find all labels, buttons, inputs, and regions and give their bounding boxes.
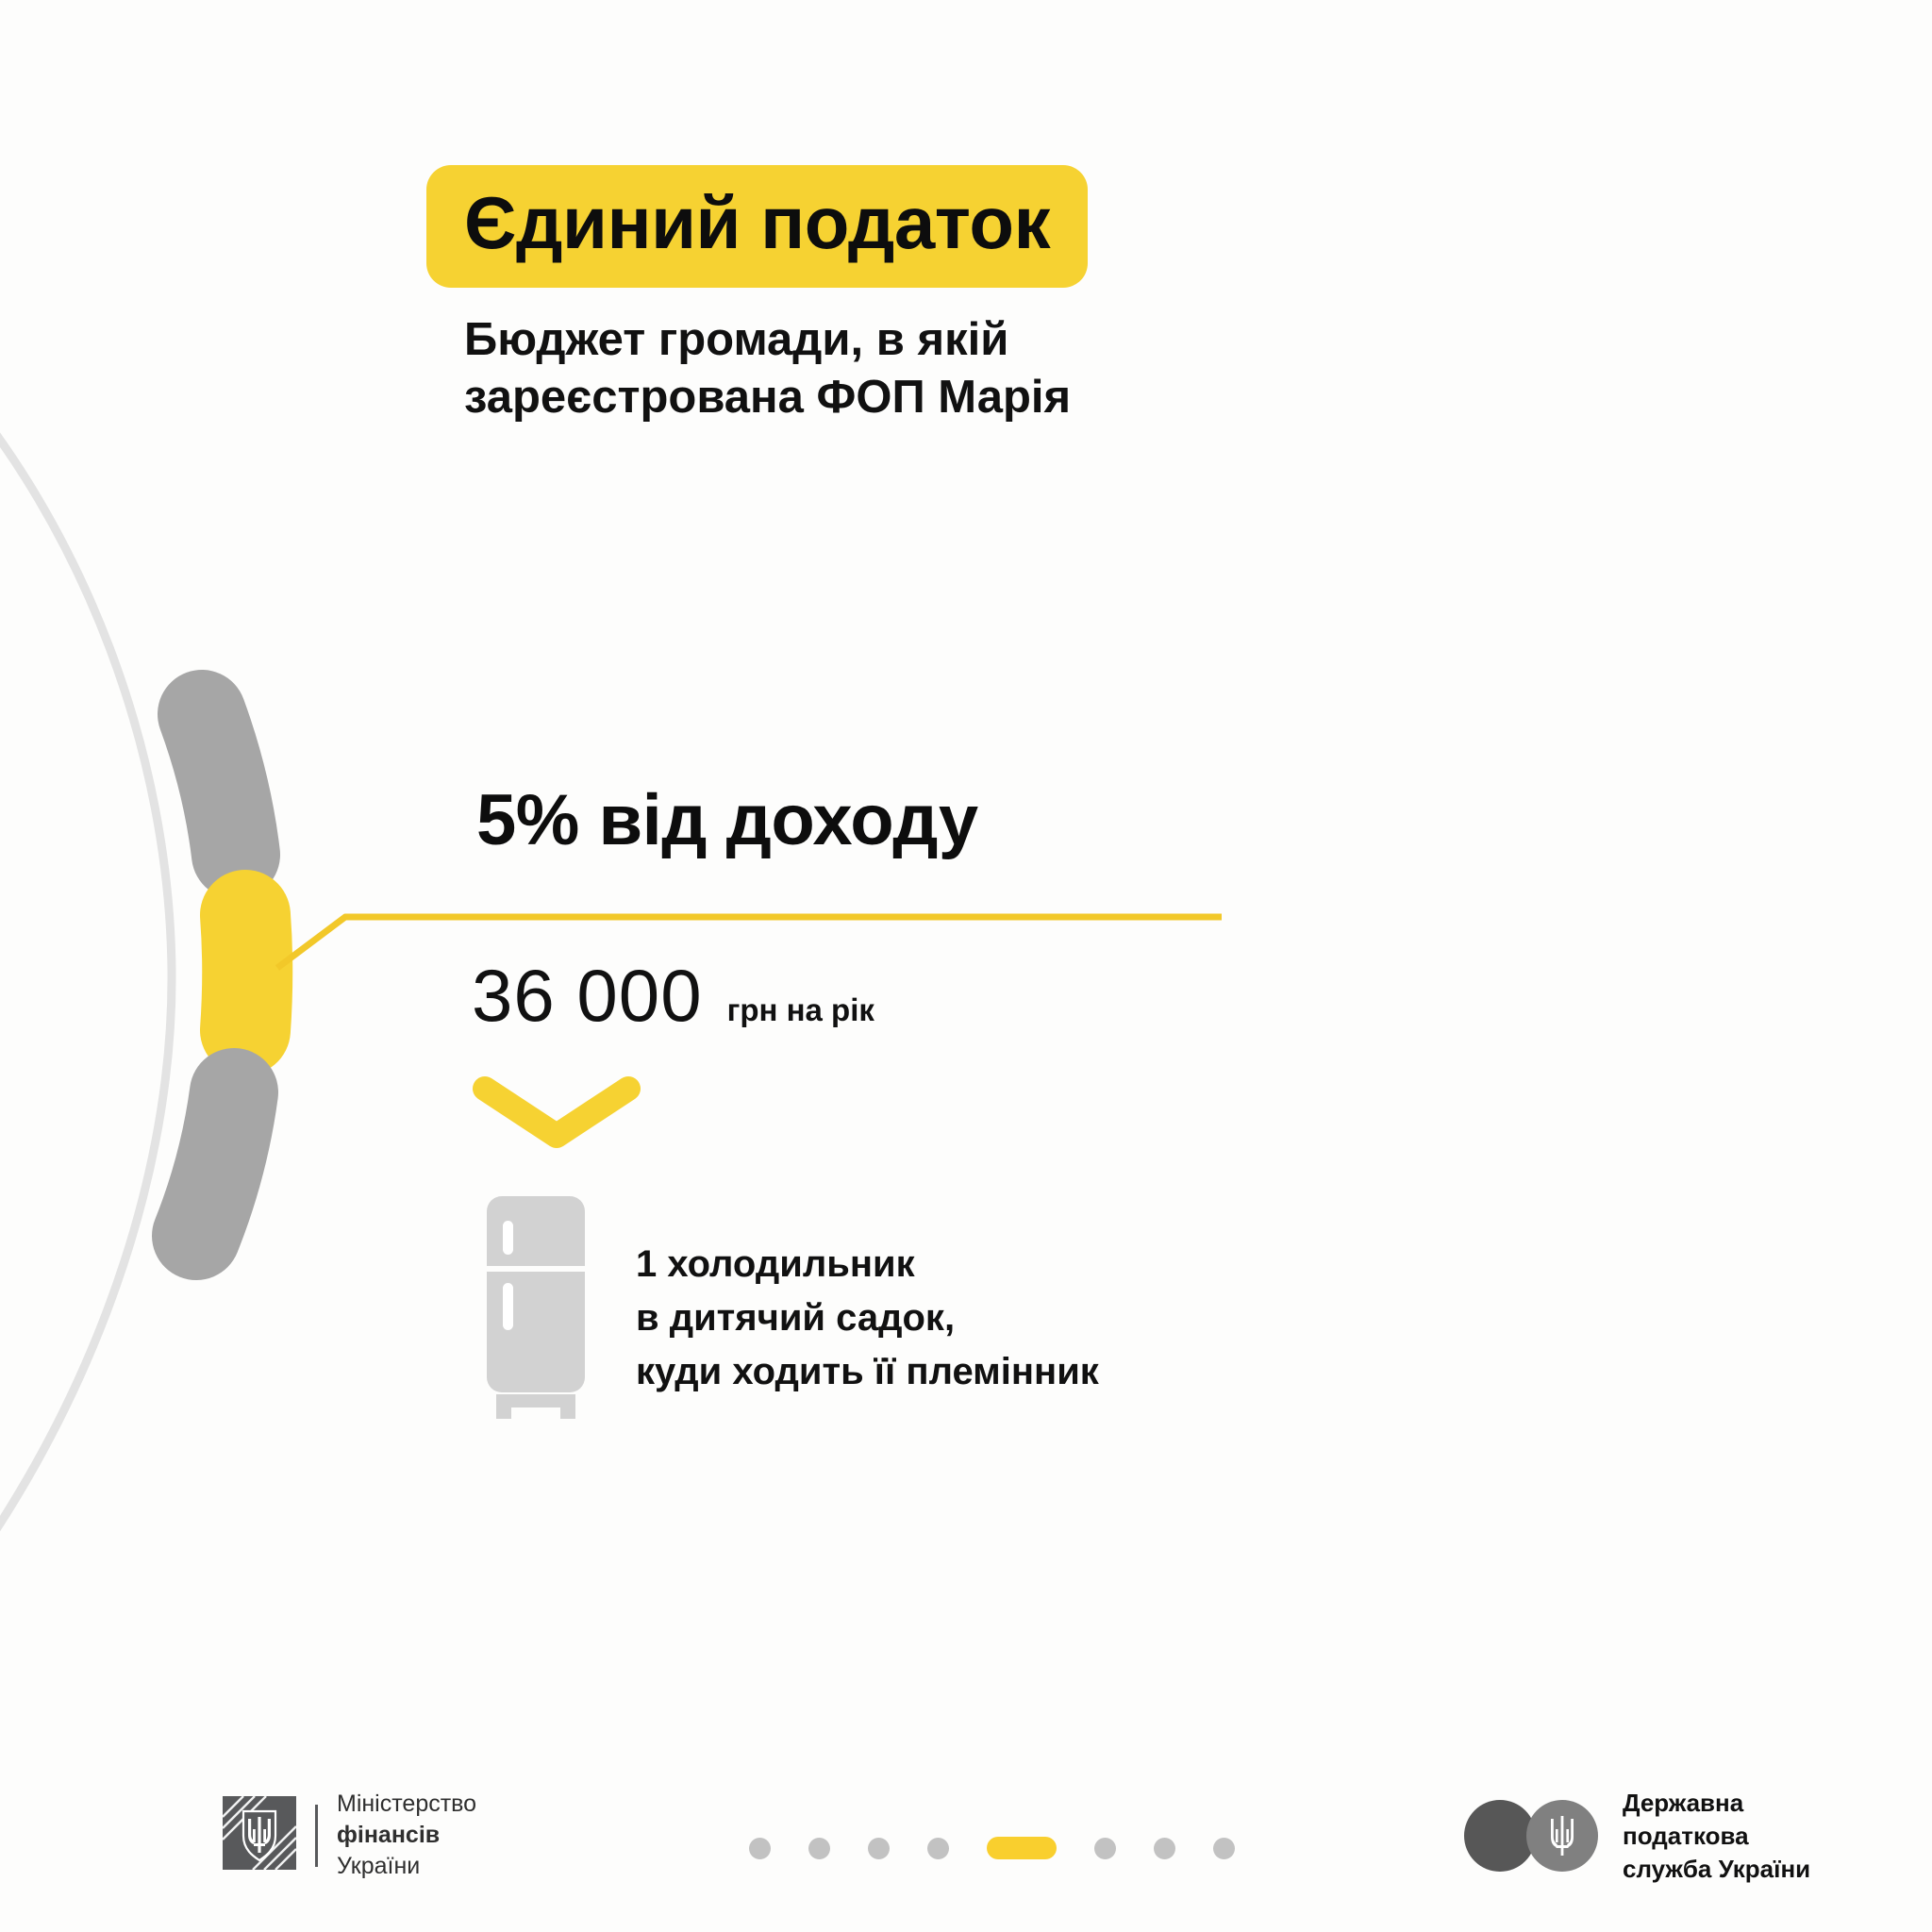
ministry-of-finance-logo: Міністерство фінансів України xyxy=(222,1789,476,1882)
chart-guide-arc xyxy=(0,432,176,1532)
tax-service-logo: Державна податкова служба України xyxy=(1464,1787,1810,1885)
chevron-down-icon xyxy=(472,1075,641,1165)
pagination-dot-4[interactable] xyxy=(927,1837,949,1859)
pagination-dot-7[interactable] xyxy=(1154,1837,1175,1859)
subtitle-text: Бюджет громади, в якій зареєстрована ФОП… xyxy=(464,314,1072,423)
chart-segment-3 xyxy=(152,1048,278,1280)
minfin-line-3: України xyxy=(337,1853,421,1879)
ministry-of-finance-wordmark: Міністерство фінансів України xyxy=(337,1789,476,1882)
amount-unit: грн на рік xyxy=(726,992,874,1027)
logo-divider xyxy=(315,1804,318,1867)
rate-heading: 5% від доходу xyxy=(476,780,978,860)
amount-row: 36 000 грн на рік xyxy=(472,958,874,1032)
ukraine-trident-shield-icon xyxy=(222,1795,297,1874)
pagination-dot-2[interactable] xyxy=(808,1837,830,1859)
minfin-line-1: Міністерство xyxy=(337,1790,477,1817)
title-badge: Єдиний податок xyxy=(426,165,1089,288)
chart-segment-1 xyxy=(158,670,280,899)
ukraine-trident-circle-icon xyxy=(1464,1800,1598,1873)
pagination-dot-6[interactable] xyxy=(1094,1837,1116,1859)
pagination-dot-5-active[interactable] xyxy=(987,1837,1057,1859)
minfin-line-2: фінансів xyxy=(337,1822,441,1848)
outcome-text: 1 холодильник в дитячий садок, куди ходи… xyxy=(636,1243,1099,1392)
amount-value: 36 000 xyxy=(472,954,703,1037)
pagination-dot-1[interactable] xyxy=(749,1837,771,1859)
refrigerator-icon xyxy=(479,1191,592,1431)
pagination-dots[interactable] xyxy=(749,1837,1235,1859)
outcome-block: 1 холодильник в дитячий садок, куди ходи… xyxy=(479,1191,1099,1431)
pagination-dot-3[interactable] xyxy=(868,1837,890,1859)
tax-service-wordmark: Державна податкова служба України xyxy=(1623,1789,1811,1883)
pagination-dot-8[interactable] xyxy=(1213,1837,1235,1859)
chart-segment-2-highlight xyxy=(200,870,293,1075)
page-title: Єдиний податок xyxy=(464,181,1051,264)
